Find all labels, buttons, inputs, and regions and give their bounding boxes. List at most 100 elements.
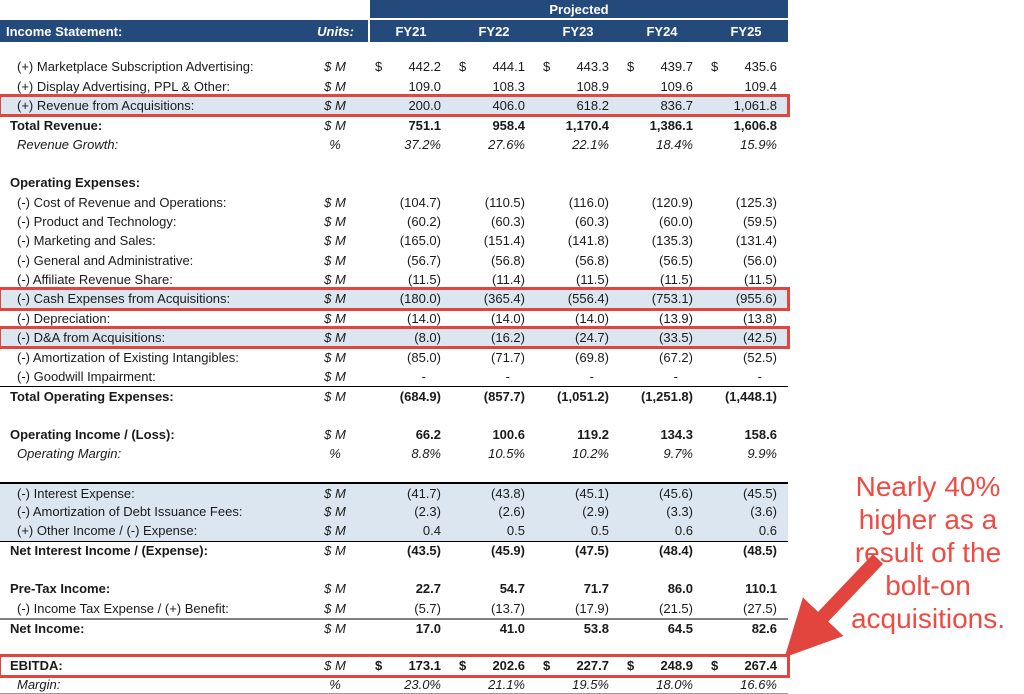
value-cell[interactable]: 0.5 xyxy=(452,523,536,538)
value-cell[interactable]: (5.7) xyxy=(368,601,452,616)
value-cell[interactable]: (141.8) xyxy=(536,233,620,248)
value-cell[interactable]: (52.5) xyxy=(704,350,788,365)
value-cell[interactable]: 54.7 xyxy=(452,581,536,596)
value-cell[interactable]: 406.0 xyxy=(452,98,536,113)
value-cell[interactable]: (8.0) xyxy=(368,330,452,345)
value-cell[interactable]: (60.2) xyxy=(368,214,452,229)
value-cell[interactable]: $173.1 xyxy=(368,658,452,673)
row-label[interactable]: Margin: xyxy=(17,676,61,692)
value-cell[interactable]: (42.5) xyxy=(704,330,788,345)
year-header-fy25[interactable]: FY25 xyxy=(730,23,762,39)
value-cell[interactable]: 23.0% xyxy=(368,677,452,692)
value-cell[interactable]: 16.6% xyxy=(704,677,788,692)
row-label[interactable]: Net Interest Income / (Expense): xyxy=(10,543,208,559)
units-cell[interactable]: $ M xyxy=(324,272,346,288)
year-header-fy23[interactable]: FY23 xyxy=(562,23,594,39)
value-cell[interactable]: 9.7% xyxy=(620,446,704,461)
value-cell[interactable]: - xyxy=(620,369,704,384)
value-cell[interactable]: (71.7) xyxy=(452,350,536,365)
units-cell[interactable]: $ M xyxy=(324,581,346,597)
value-cell[interactable]: (45.6) xyxy=(620,486,704,501)
row-label[interactable]: Operating Income / (Loss): xyxy=(10,426,175,442)
value-cell[interactable]: 41.0 xyxy=(452,621,536,636)
value-cell[interactable]: (48.5) xyxy=(704,543,788,558)
value-cell[interactable]: 66.2 xyxy=(368,427,452,442)
units-cell[interactable]: $ M xyxy=(324,310,346,326)
value-cell[interactable]: 27.6% xyxy=(452,137,536,152)
value-cell[interactable]: 1,170.4 xyxy=(536,118,620,133)
value-cell[interactable]: $443.3 xyxy=(536,59,620,74)
row-label[interactable]: Operating Expenses: xyxy=(10,175,141,191)
units-cell[interactable]: $ M xyxy=(324,291,346,307)
value-cell[interactable]: (45.9) xyxy=(452,543,536,558)
value-cell[interactable]: (14.0) xyxy=(536,311,620,326)
value-cell[interactable]: $442.2 xyxy=(368,59,452,74)
value-cell[interactable]: 0.6 xyxy=(704,523,788,538)
units-cell[interactable]: $ M xyxy=(324,330,346,346)
value-cell[interactable]: (45.1) xyxy=(536,486,620,501)
value-cell[interactable]: (3.3) xyxy=(620,504,704,519)
value-cell[interactable]: (56.8) xyxy=(452,253,536,268)
value-cell[interactable]: 751.1 xyxy=(368,118,452,133)
value-cell[interactable]: (56.7) xyxy=(368,253,452,268)
value-cell[interactable]: - xyxy=(368,369,452,384)
units-cell[interactable]: $ M xyxy=(324,388,346,404)
value-cell[interactable]: (365.4) xyxy=(452,291,536,306)
value-cell[interactable]: (684.9) xyxy=(368,389,452,404)
row-label[interactable]: Operating Margin: xyxy=(17,446,122,462)
value-cell[interactable]: (180.0) xyxy=(368,291,452,306)
value-cell[interactable]: 37.2% xyxy=(368,137,452,152)
value-cell[interactable]: (110.5) xyxy=(452,195,536,210)
value-cell[interactable]: (56.0) xyxy=(704,253,788,268)
units-column-header[interactable]: Units: xyxy=(317,23,354,39)
value-cell[interactable]: (43.8) xyxy=(452,486,536,501)
units-cell[interactable]: $ M xyxy=(324,369,346,385)
value-cell[interactable]: 19.5% xyxy=(536,677,620,692)
value-cell[interactable]: (116.0) xyxy=(536,195,620,210)
value-cell[interactable]: (11.5) xyxy=(368,272,452,287)
value-cell[interactable]: (69.8) xyxy=(536,350,620,365)
value-cell[interactable]: (45.5) xyxy=(704,486,788,501)
value-cell[interactable]: (165.0) xyxy=(368,233,452,248)
value-cell[interactable]: (60.3) xyxy=(536,214,620,229)
value-cell[interactable]: 9.9% xyxy=(704,446,788,461)
value-cell[interactable]: (11.5) xyxy=(536,272,620,287)
value-cell[interactable]: 958.4 xyxy=(452,118,536,133)
value-cell[interactable]: (41.7) xyxy=(368,486,452,501)
value-cell[interactable]: (59.5) xyxy=(704,214,788,229)
value-cell[interactable]: 18.4% xyxy=(620,137,704,152)
value-cell[interactable]: (60.0) xyxy=(620,214,704,229)
value-cell[interactable]: (56.8) xyxy=(536,253,620,268)
row-label[interactable]: (-) Amortization of Debt Issuance Fees: xyxy=(17,504,243,519)
units-cell[interactable]: % xyxy=(329,676,341,692)
value-cell[interactable]: (24.7) xyxy=(536,330,620,345)
year-header-fy24[interactable]: FY24 xyxy=(646,23,678,39)
value-cell[interactable]: (14.0) xyxy=(368,311,452,326)
value-cell[interactable]: 22.7 xyxy=(368,581,452,596)
value-cell[interactable]: 0.5 xyxy=(536,523,620,538)
row-label[interactable]: (-) Depreciation: xyxy=(17,310,111,326)
value-cell[interactable]: 100.6 xyxy=(452,427,536,442)
value-cell[interactable]: 618.2 xyxy=(536,98,620,113)
row-label[interactable]: (-) Income Tax Expense / (+) Benefit: xyxy=(17,600,229,616)
row-label[interactable]: Revenue Growth: xyxy=(17,136,119,152)
value-cell[interactable]: 10.2% xyxy=(536,446,620,461)
value-cell[interactable]: (85.0) xyxy=(368,350,452,365)
value-cell[interactable]: 17.0 xyxy=(368,621,452,636)
units-cell[interactable]: $ M xyxy=(324,620,346,636)
value-cell[interactable]: (21.5) xyxy=(620,601,704,616)
value-cell[interactable]: - xyxy=(704,369,788,384)
value-cell[interactable]: 22.1% xyxy=(536,137,620,152)
row-label[interactable]: (-) Cost of Revenue and Operations: xyxy=(17,194,227,210)
value-cell[interactable]: (17.9) xyxy=(536,601,620,616)
value-cell[interactable]: 64.5 xyxy=(620,621,704,636)
value-cell[interactable]: 82.6 xyxy=(704,621,788,636)
units-cell[interactable]: $ M xyxy=(324,485,346,501)
row-label[interactable]: (-) Amortization of Existing Intangibles… xyxy=(17,349,239,365)
value-cell[interactable]: 108.9 xyxy=(536,79,620,94)
units-cell[interactable]: % xyxy=(329,446,341,462)
value-cell[interactable]: 110.1 xyxy=(704,581,788,596)
row-label[interactable]: EBITDA: xyxy=(10,658,63,674)
value-cell[interactable]: (13.8) xyxy=(704,311,788,326)
value-cell[interactable]: (11.5) xyxy=(704,272,788,287)
